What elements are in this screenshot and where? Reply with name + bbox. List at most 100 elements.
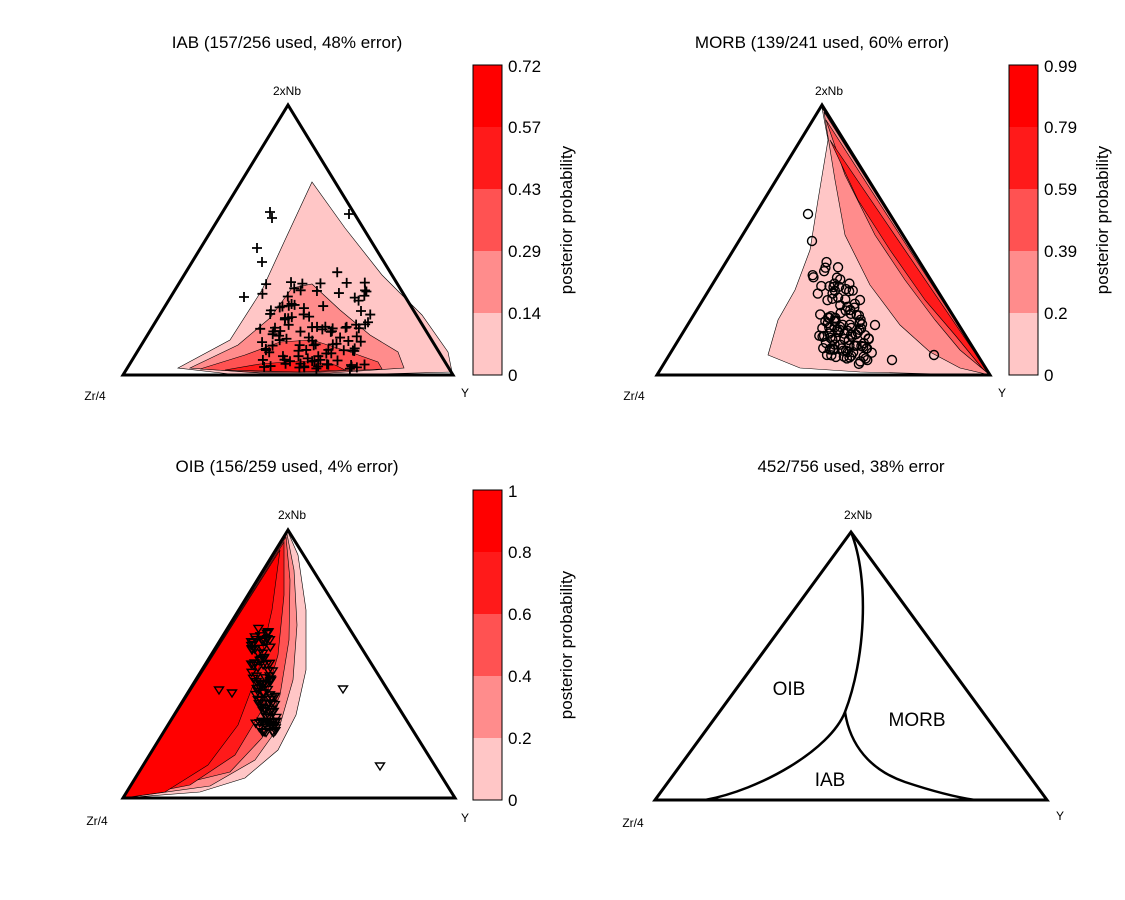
morb-colorbar-band-2 <box>1009 251 1038 313</box>
iab-marker <box>327 339 338 350</box>
oib-corner-top: 2xNb <box>278 508 306 522</box>
region-label-oib: OIB <box>773 679 806 700</box>
oib-colorbar-tick: 0 <box>508 791 517 810</box>
iab-marker <box>311 363 322 374</box>
iab-marker <box>361 286 372 297</box>
oib-colorbar-band-3 <box>473 614 502 676</box>
iab-colorbar-frame <box>472 64 503 376</box>
oib-marker <box>254 684 267 694</box>
oib-marker <box>252 695 264 705</box>
iab-marker <box>255 323 266 334</box>
oib-colorbar: 0 0.2 0.4 0.6 0.8 1 posterior probabilit… <box>472 482 576 810</box>
iab-marker <box>267 213 277 223</box>
iab-marker <box>343 335 354 346</box>
morb-marker <box>825 343 836 355</box>
morb-marker <box>818 330 830 342</box>
iab-marker <box>295 285 306 296</box>
panel-morb-title: MORB (139/241 used, 60% error) <box>695 33 949 52</box>
panel-iab-title: IAB (157/256 used, 48% error) <box>172 33 403 52</box>
morb-marker <box>844 319 855 330</box>
iab-marker <box>257 288 268 299</box>
iab-marker <box>349 346 360 357</box>
oib-marker <box>265 722 278 732</box>
morb-marker <box>859 329 871 341</box>
iab-marker <box>298 309 309 320</box>
oib-marker <box>266 727 279 737</box>
morb-marker <box>856 319 868 330</box>
morb-marker <box>840 294 851 305</box>
morb-corner-right: Y <box>998 386 1006 400</box>
oib-ternary-triangle <box>120 527 458 800</box>
oib-marker <box>252 624 265 634</box>
iab-marker <box>280 358 291 369</box>
iab-marker <box>310 339 321 350</box>
morb-marker <box>860 353 871 364</box>
morb-marker <box>858 341 869 353</box>
oib-marker <box>248 659 261 669</box>
morb-marker <box>812 288 824 299</box>
iab-marker <box>297 278 308 289</box>
oib-marker <box>263 707 276 717</box>
morb-colorbar-tick: 0 <box>1044 366 1053 385</box>
oib-marker <box>248 661 260 671</box>
iab-marker <box>333 288 344 299</box>
iab-marker <box>274 302 285 313</box>
oib-marker <box>250 684 263 694</box>
morb-colorbar-band-1 <box>1009 313 1038 375</box>
iab-marker <box>346 361 357 372</box>
oib-marker <box>250 672 263 682</box>
iab-colorbar: 0 0.14 0.29 0.43 0.57 0.72 posterior pro… <box>472 57 576 385</box>
oib-marker <box>269 727 282 736</box>
morb-markers <box>802 208 940 370</box>
iab-corner-right: Y <box>461 386 469 400</box>
oib-marker <box>264 636 276 646</box>
morb-marker <box>847 285 858 296</box>
oib-marker <box>270 713 283 723</box>
iab-colorbar-band-1 <box>473 313 502 375</box>
oib-colorbar-band-1 <box>473 738 502 800</box>
oib-marker <box>258 653 270 663</box>
morb-ternary-triangle <box>654 102 993 377</box>
iab-corner-top: 2xNb <box>273 84 301 98</box>
iab-marker <box>313 361 324 372</box>
morb-marker <box>806 235 818 247</box>
region-label-morb: MORB <box>889 710 946 731</box>
iab-marker <box>267 340 278 351</box>
iab-marker <box>355 336 366 347</box>
oib-marker <box>213 686 225 696</box>
iab-marker <box>295 326 306 337</box>
iab-marker <box>277 351 288 362</box>
iab-marker <box>318 301 329 312</box>
morb-marker <box>839 333 850 345</box>
iab-marker <box>323 359 334 370</box>
iab-marker <box>275 325 286 336</box>
morb-marker <box>818 342 829 354</box>
oib-colorbar-tick: 0.2 <box>508 729 532 748</box>
iab-marker <box>326 326 337 337</box>
oib-marker <box>249 633 261 643</box>
iab-marker <box>359 359 370 370</box>
iab-colorbar-tick: 0.72 <box>508 57 541 76</box>
oib-colorbar-tick: 0.8 <box>508 543 532 562</box>
iab-marker <box>365 309 376 320</box>
morb-colorbar-frame <box>1008 64 1039 376</box>
morb-corner-left: Zr/4 <box>623 389 645 403</box>
oib-marker <box>257 688 269 698</box>
morb-marker <box>826 350 837 361</box>
iab-marker <box>265 308 276 319</box>
iab-colorbar-tick: 0 <box>508 366 517 385</box>
iab-ternary-triangle <box>120 102 456 377</box>
oib-marker <box>260 680 272 690</box>
morb-marker <box>886 354 898 366</box>
morb-marker <box>820 262 831 273</box>
iab-colorbar-tick: 0.14 <box>508 304 541 323</box>
oib-marker <box>256 637 269 647</box>
iab-marker <box>252 243 262 253</box>
iab-corner-left: Zr/4 <box>84 389 106 403</box>
morb-marker <box>817 323 828 334</box>
combined-boundary-iab <box>843 711 976 802</box>
iab-markers <box>239 207 376 374</box>
oib-marker <box>252 649 264 659</box>
morb-marker <box>854 324 865 335</box>
